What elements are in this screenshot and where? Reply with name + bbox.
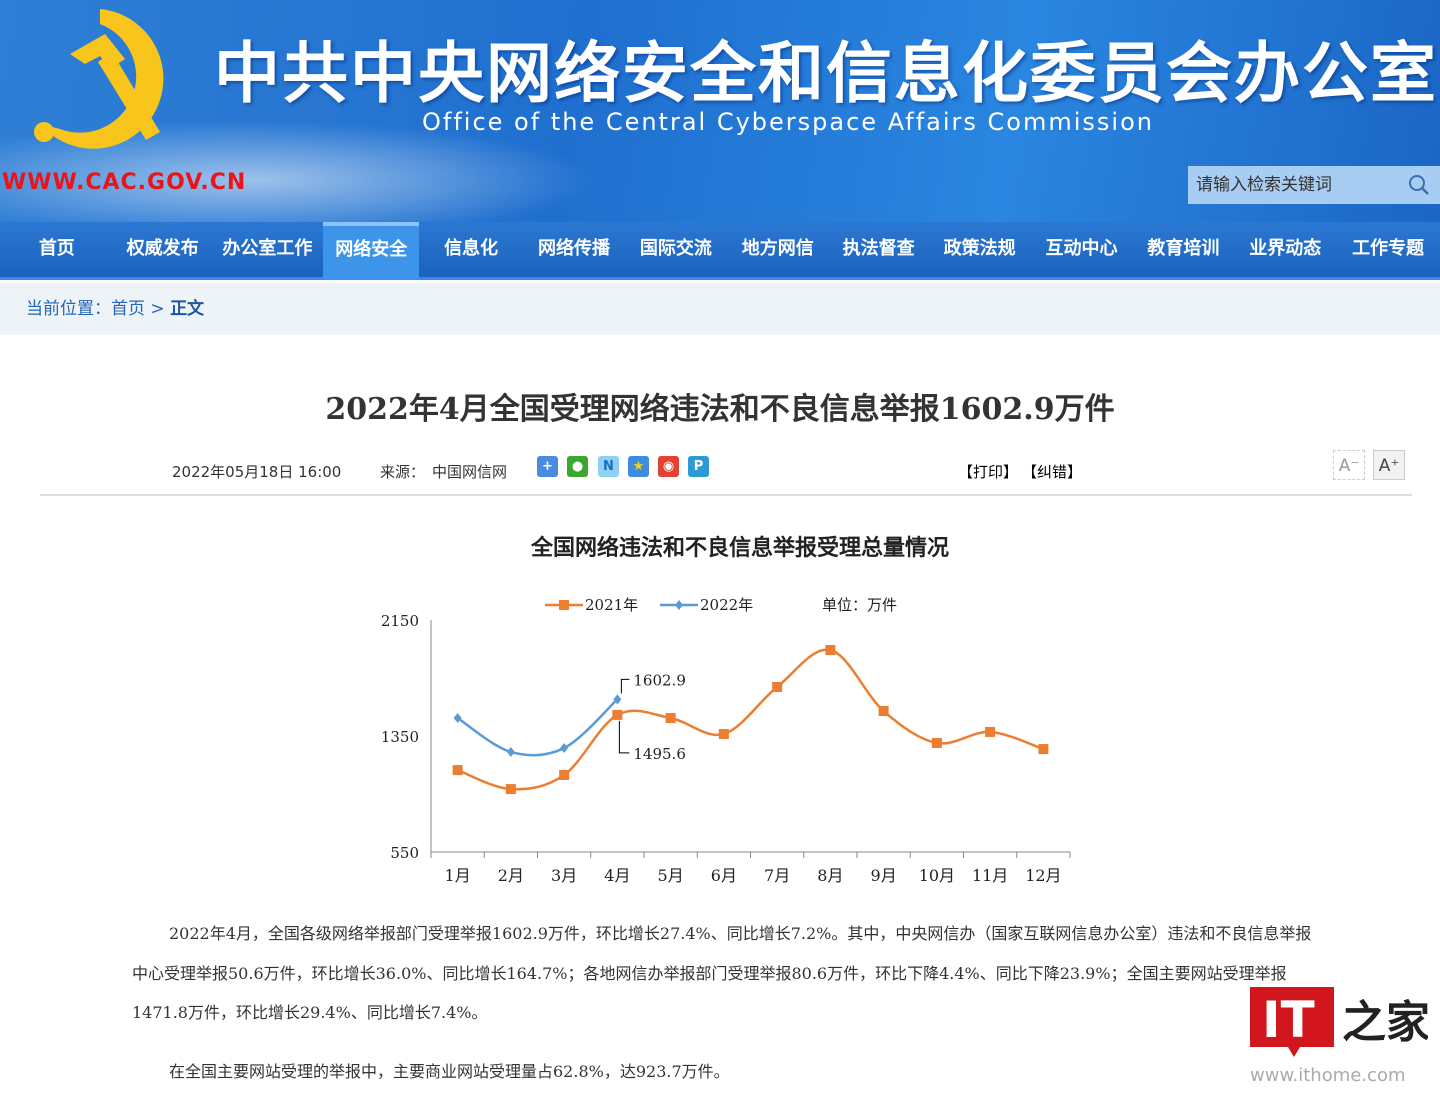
weibo-icon[interactable]: ◉ [658, 456, 679, 477]
legend-marker [559, 600, 569, 610]
x-tick-label: 2月 [498, 866, 524, 885]
n-share-icon[interactable]: N [598, 456, 619, 477]
x-tick-label: 6月 [711, 866, 737, 885]
data-point [931, 737, 942, 748]
y-tick-label: 1350 [381, 728, 419, 746]
legend-label: 2021年 [585, 596, 638, 614]
x-tick-label: 9月 [871, 866, 897, 885]
y-tick-label: 2150 [381, 612, 419, 630]
source-name: 中国网信网 [432, 463, 508, 481]
x-tick-label: 8月 [817, 866, 843, 885]
x-tick-label: 10月 [919, 866, 955, 885]
breadcrumb-prefix: 当前位置： [26, 299, 111, 319]
annotation-label: 1495.6 [633, 745, 686, 763]
series-line-2021年 [457, 648, 1044, 791]
nav-item[interactable]: 业界动态 [1249, 238, 1322, 259]
breadcrumb-home[interactable]: 首页 [111, 299, 145, 319]
svg-text:之家: 之家 [1342, 997, 1428, 1048]
x-tick-label: 3月 [551, 866, 577, 885]
site-header: 中共中央网络安全和信息化委员会办公室 Office of the Central… [0, 0, 1440, 222]
data-point [718, 728, 729, 739]
breadcrumb: 当前位置：首页 > 正文 [0, 283, 1440, 335]
p-share-icon[interactable]: P [688, 456, 709, 477]
data-point [453, 713, 462, 724]
nav-item[interactable]: 网络传播 [538, 238, 611, 259]
x-tick-label: 12月 [1025, 866, 1061, 885]
nav-item[interactable]: 工作专题 [1352, 238, 1425, 259]
svg-text:IT: IT [1262, 991, 1315, 1049]
chart-unit: 单位：万件 [822, 596, 897, 614]
wechat-icon[interactable]: ● [567, 456, 588, 477]
breadcrumb-separator: > [150, 299, 165, 319]
data-point [665, 713, 676, 724]
publish-date: 2022年05月18日 16:00 [172, 463, 342, 481]
annotation-leader [620, 678, 630, 694]
report-chart: 全国网络违法和不良信息举报受理总量情况 550 1350 2150 1月 2月 3月 4月 5月… [381, 535, 1071, 885]
search-icon[interactable] [1408, 174, 1430, 196]
nav-item[interactable]: 权威发布 [126, 238, 199, 259]
data-point [612, 709, 623, 720]
data-point [505, 784, 516, 795]
ithome-watermark: IT 之家 www.ithome.com [1250, 987, 1428, 1086]
x-tick-label: 5月 [658, 866, 684, 885]
article-paragraph: 2022年4月，全国各级网络举报部门受理举报1602.9万件，环比增长27.4%… [132, 924, 1312, 1022]
nav-item[interactable]: 首页 [38, 238, 75, 259]
print-link[interactable]: 【打印】 [958, 463, 1019, 481]
add-share-icon[interactable]: + [537, 456, 558, 477]
site-subtitle: Office of the Central Cyberspace Affairs… [422, 108, 1154, 136]
article-title: 2022年4月全国受理网络违法和不良信息举报1602.9万件 [325, 392, 1115, 427]
nav-item[interactable]: 地方网信 [741, 238, 814, 259]
nav-item[interactable]: 互动中心 [1045, 238, 1118, 259]
data-point [506, 746, 515, 757]
correct-link[interactable]: 【纠错】 [1022, 463, 1083, 481]
source-label: 来源： [380, 463, 426, 481]
nav-item[interactable]: 执法督查 [842, 238, 915, 259]
data-point [560, 743, 569, 754]
legend-label: 2022年 [700, 596, 753, 614]
data-point [985, 726, 996, 737]
nav-item[interactable]: 办公室工作 [222, 238, 313, 259]
nav-item[interactable]: 政策法规 [943, 238, 1016, 259]
qzone-icon[interactable]: ★ [628, 456, 649, 477]
data-point [878, 706, 889, 717]
x-tick-label: 11月 [972, 866, 1008, 885]
nav-item[interactable]: 教育培训 [1147, 238, 1220, 259]
font-larger-button[interactable]: A⁺ [1373, 450, 1405, 480]
search-box [1188, 166, 1440, 204]
font-smaller-button[interactable]: A⁻ [1333, 450, 1365, 480]
nav-item[interactable]: 信息化 [444, 238, 499, 259]
site-url[interactable]: WWW.CAC.GOV.CN [2, 170, 247, 195]
series-line-2022年 [456, 698, 619, 757]
annotation-label: 1602.9 [633, 671, 686, 689]
main-nav: 首页 权威发布 办公室工作 网络安全 信息化 网络传播 国际交流 地方网信 执法督查 政策法规 互动… [0, 222, 1440, 280]
data-point [613, 694, 622, 705]
y-tick-label: 550 [390, 844, 419, 862]
article-paragraph: 在全国主要网站受理的举报中，主要商业网站受理量占62.8%，达923.7万件。 [169, 1062, 730, 1081]
legend-marker [675, 600, 683, 610]
search-input[interactable] [1188, 175, 1408, 195]
x-tick-label: 4月 [604, 866, 630, 885]
breadcrumb-current: 正文 [170, 299, 205, 319]
data-point [825, 645, 836, 656]
annotation-leader [618, 720, 630, 754]
nav-item[interactable]: 国际交流 [639, 238, 712, 259]
chart-title: 全国网络违法和不良信息举报受理总量情况 [530, 535, 949, 561]
x-tick-label: 1月 [445, 866, 471, 885]
nav-item[interactable]: 网络安全 [323, 222, 420, 280]
data-point [559, 770, 570, 781]
data-point [772, 681, 783, 692]
svg-text:www.ithome.com: www.ithome.com [1250, 1065, 1406, 1086]
x-tick-label: 7月 [764, 866, 790, 885]
article-meta: 2022年05月18日 16:00 来源： 中国网信网 + ● N ★ ◉ P … [40, 450, 1412, 496]
party-emblem-logo [34, 9, 164, 149]
data-point [452, 765, 463, 776]
site-title: 中共中央网络安全和信息化委员会办公室 [214, 35, 1438, 112]
data-point [1038, 744, 1049, 755]
